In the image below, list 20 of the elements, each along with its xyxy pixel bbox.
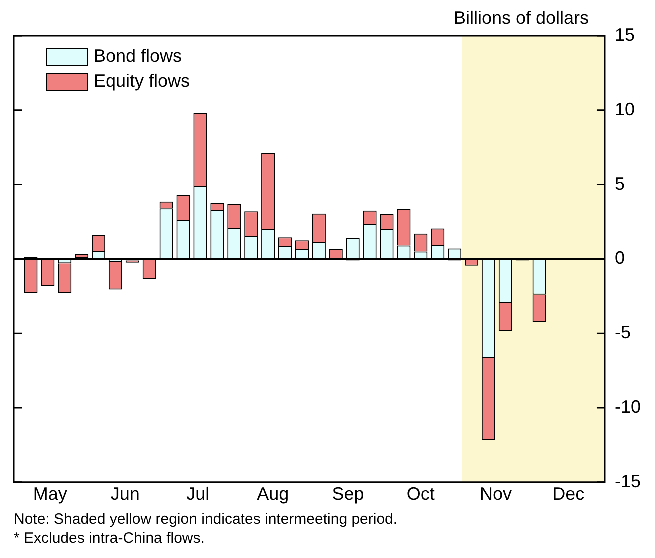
y-tick-label: 10	[614, 99, 636, 120]
x-tick-label: Jul	[186, 484, 210, 504]
x-tick-label: Aug	[257, 484, 290, 504]
text: Note: Shaded yellow region indicates intermeeting period.	[14, 510, 398, 529]
x-tick-label: Nov	[480, 484, 512, 504]
x-tick-label: Oct	[406, 484, 435, 504]
x-tick-label: Jun	[110, 484, 140, 504]
x-tick-label: Dec	[552, 484, 585, 504]
legend-label: Bond flows	[94, 45, 182, 68]
y-tick-label: 0	[614, 248, 625, 268]
text: * Excludes intra-China flows.	[14, 529, 206, 548]
y-tick-label: -10	[614, 396, 641, 417]
x-tick-label: May	[33, 484, 68, 504]
y-axis-title: Billions of dollars	[454, 8, 589, 29]
y-tick-label: 15	[614, 24, 636, 45]
x-tick-label: Sep	[332, 484, 364, 504]
legend-label: Equity flows	[94, 70, 190, 93]
y-tick-label: -15	[614, 471, 641, 492]
y-tick-label: -5	[614, 322, 631, 343]
y-tick-label: 5	[614, 174, 625, 194]
